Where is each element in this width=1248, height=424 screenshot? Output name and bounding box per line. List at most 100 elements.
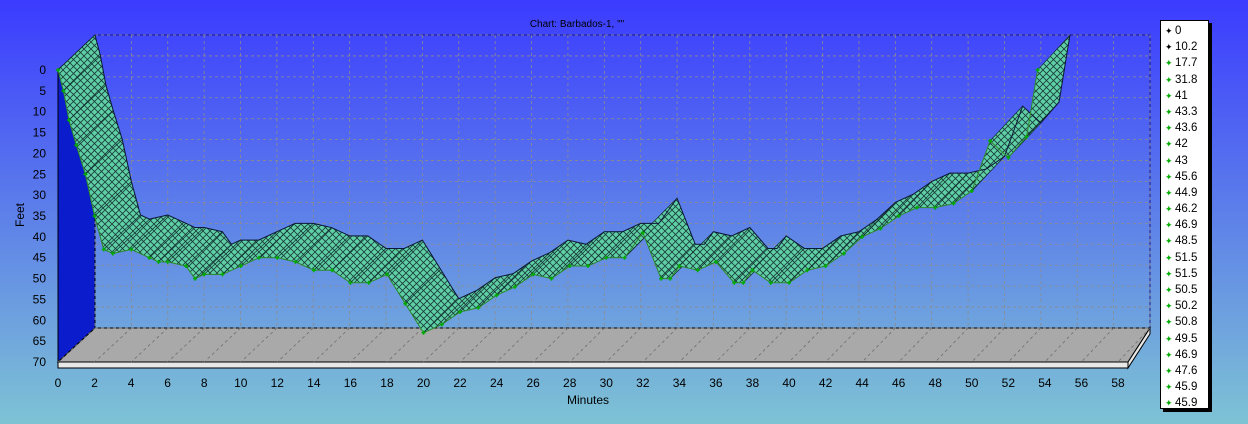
data-point [567, 264, 572, 269]
legend: ✦ 0 ✦ 10.2 ✦ 17.7 ✦ 31.8 ✦ 41 ✦ 43.3 ✦ 43.6 ✦ 42 ✦ 43 ✦ 45.… [1160, 20, 1209, 409]
legend-item: ✦ 0 [1165, 23, 1208, 39]
data-point [640, 230, 645, 235]
floor-grid-line [569, 327, 605, 363]
data-point [384, 272, 389, 277]
legend-marker-icon: ✦ [1165, 285, 1173, 295]
data-point [677, 264, 682, 269]
legend-label: 41 [1175, 89, 1188, 102]
data-point [202, 272, 207, 277]
legend-marker-icon: ✦ [1165, 365, 1173, 376]
legend-item: ✦ 43.3 [1165, 104, 1208, 120]
legend-marker-icon: ✦ [1165, 187, 1173, 198]
data-point [476, 305, 481, 310]
legend-marker-icon: ✦ [1165, 349, 1173, 360]
legend-item: ✦ 50.5 [1165, 282, 1208, 298]
x-tick-label: 10 [234, 376, 248, 390]
legend-label: 46.9 [1175, 219, 1198, 232]
data-point [183, 264, 188, 269]
legend-marker-icon: ✦ [1165, 90, 1173, 101]
data-point [805, 268, 810, 273]
x-axis-ticks: 0 2 4 6 8 10 12 14 16 18 20 22 24 26 28 30 32 34 36 38 40 42 4… [55, 376, 1125, 390]
legend-marker-icon: ✦ [1165, 106, 1173, 117]
floor-grid-line [240, 327, 278, 363]
data-point [841, 251, 846, 256]
floor-grid-line [934, 327, 969, 363]
y-tick-label: 15 [33, 126, 47, 140]
data-point [933, 205, 938, 210]
data-point [293, 259, 298, 264]
chart-title: Chart: Barbados-1, "" [530, 19, 625, 30]
data-point [61, 88, 66, 93]
data-point [878, 226, 883, 231]
floor-grid-line [715, 327, 751, 363]
x-tick-label: 58 [1111, 376, 1125, 390]
legend-item: ✦ 43 [1165, 153, 1208, 169]
legend-item: ✦ 46.2 [1165, 201, 1208, 217]
data-point [914, 205, 919, 210]
legend-label: 45.6 [1175, 170, 1198, 183]
floor-grid-line [752, 327, 787, 363]
legend-label: 51.5 [1175, 267, 1198, 280]
x-tick-label: 36 [709, 376, 723, 390]
legend-item: ✦ 45.9 [1165, 379, 1208, 395]
x-tick-label: 42 [819, 376, 833, 390]
data-point [732, 280, 737, 285]
y-tick-label: 30 [33, 188, 47, 202]
floor-grid-line [642, 327, 678, 363]
data-point [311, 268, 316, 273]
legend-marker-icon: ✦ [1165, 58, 1173, 69]
legend-item: ✦ 47.6 [1165, 363, 1208, 379]
data-point [101, 247, 106, 252]
legend-label: 10.2 [1175, 41, 1198, 54]
legend-item: ✦ 50.8 [1165, 314, 1208, 330]
y-tick-label: 40 [33, 230, 47, 244]
data-point [695, 268, 700, 273]
floor-grid-line [861, 327, 896, 363]
y-tick-label: 0 [39, 63, 46, 77]
series-back-edge [94, 34, 1071, 300]
legend-label: 51.5 [1175, 251, 1198, 264]
x-tick-label: 16 [344, 376, 358, 390]
legend-marker-icon: ✦ [1165, 382, 1173, 393]
x-axis-label: Minutes [567, 393, 609, 407]
x-tick-label: 8 [201, 376, 208, 390]
floor-side [1127, 326, 1151, 370]
data-point [988, 138, 993, 143]
x-tick-label: 2 [91, 376, 98, 390]
legend-marker-icon: ✦ [1165, 155, 1173, 166]
legend-item: ✦ 49.5 [1165, 331, 1208, 347]
y-tick-label: 35 [33, 209, 47, 223]
y-tick-label: 25 [33, 167, 47, 181]
y-tick-label: 50 [33, 272, 47, 286]
legend-item: ✦ 42 [1165, 136, 1208, 152]
legend-item: ✦ 48.5 [1165, 233, 1208, 249]
legend-item: ✦ 46.9 [1165, 347, 1208, 363]
legend-label: 43.6 [1175, 122, 1198, 135]
x-tick-label: 4 [128, 376, 135, 390]
legend-item: ✦ 50.2 [1165, 298, 1208, 314]
x-tick-label: 12 [271, 376, 285, 390]
data-point [622, 255, 627, 260]
floor-grid-line [94, 327, 132, 363]
floor-edge [57, 361, 1129, 369]
data-point [238, 264, 243, 269]
grid-lines [57, 34, 1151, 363]
data-point [951, 201, 956, 206]
x-tick-label: 32 [636, 376, 650, 390]
legend-marker-icon: ✦ [1165, 123, 1173, 134]
y-axis-ticks: 0 5 10 15 20 25 30 35 40 45 50 55 60 65 70 [33, 63, 47, 369]
y-tick-label: 60 [33, 313, 47, 327]
series-ribbon [57, 34, 1071, 334]
floor-grid-line [313, 327, 350, 363]
floor-grid-line [350, 327, 387, 363]
y-tick-label: 65 [33, 334, 47, 348]
data-point [330, 268, 335, 273]
x-tick-label: 44 [855, 376, 869, 390]
legend-marker-icon: ✦ [1165, 26, 1173, 36]
legend-item: ✦ 51.5 [1165, 250, 1208, 266]
legend-label: 45.9 [1175, 397, 1198, 410]
x-tick-label: 40 [782, 376, 796, 390]
legend-item: ✦ 31.8 [1165, 72, 1208, 88]
x-tick-label: 34 [673, 376, 687, 390]
floor-grid-line [605, 327, 641, 363]
